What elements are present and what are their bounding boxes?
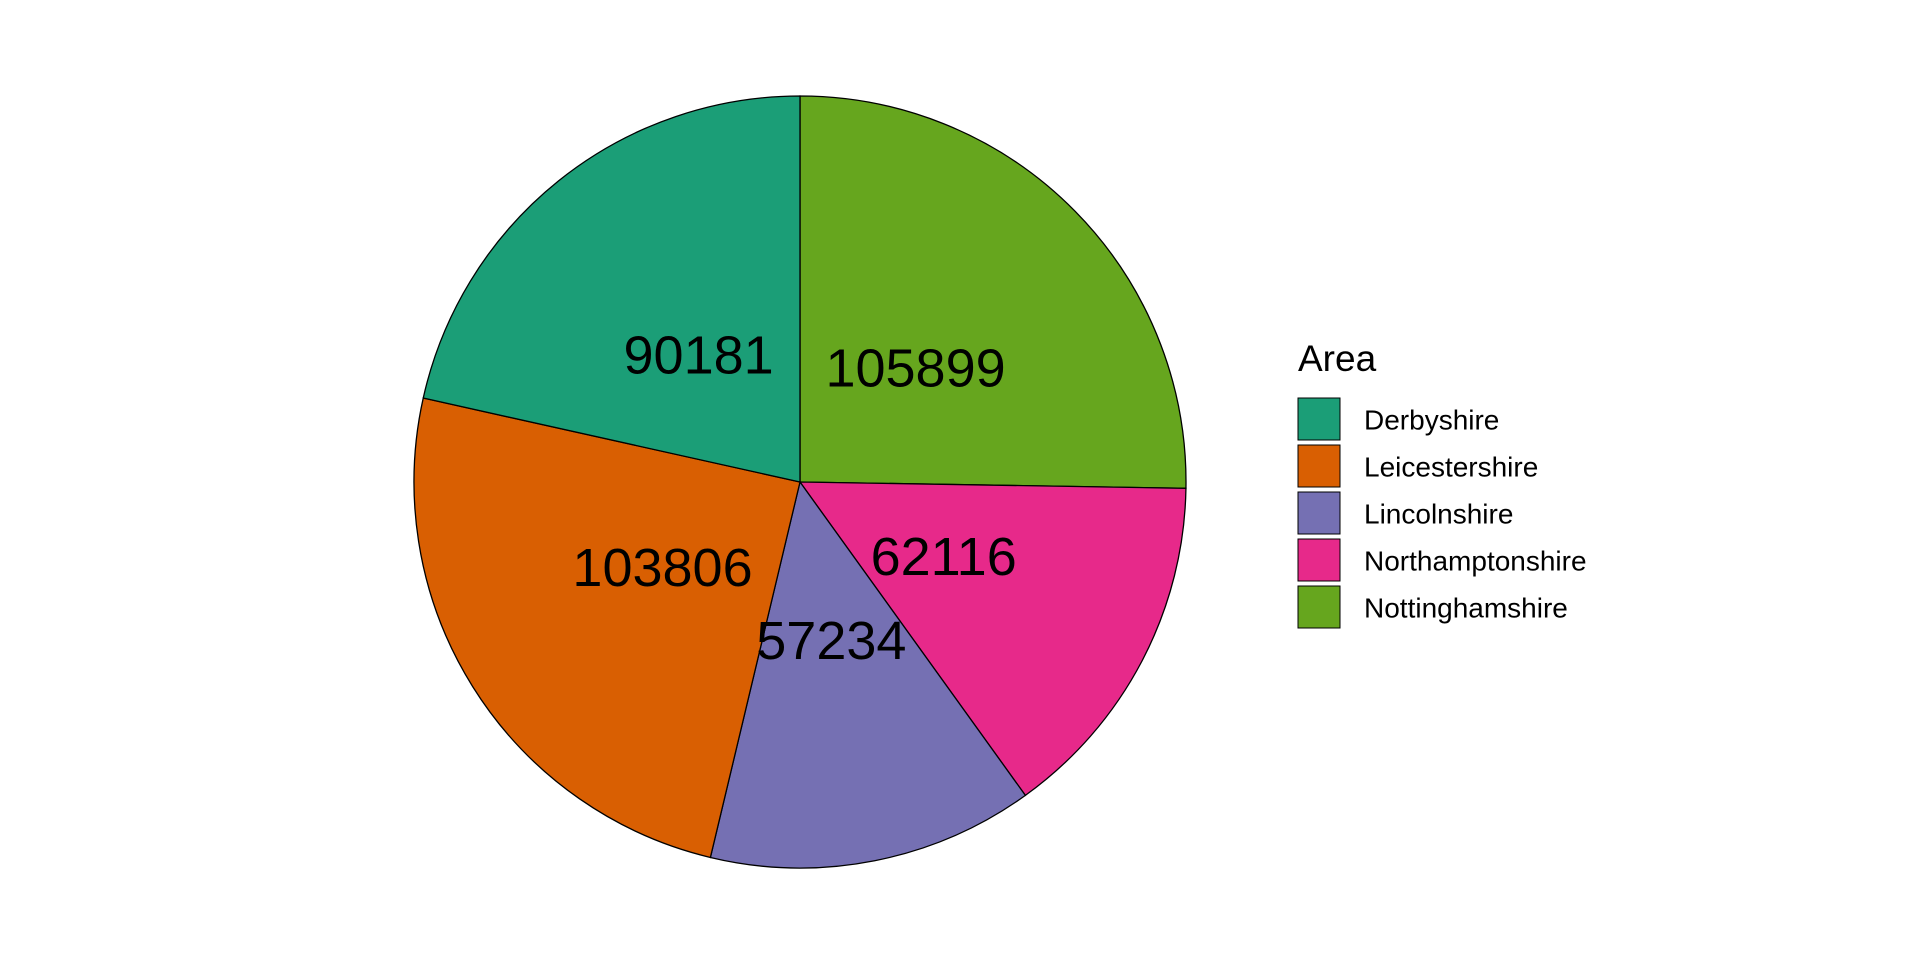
pie-slice-nottinghamshire xyxy=(799,95,1187,489)
legend-label-derbyshire: Derbyshire xyxy=(1364,405,1499,436)
legend-label-nottinghamshire: Nottinghamshire xyxy=(1364,593,1568,624)
legend-key-nottinghamshire xyxy=(1297,585,1341,629)
data-label-derbyshire: 90181 xyxy=(624,326,774,386)
legend-key-derbyshire xyxy=(1297,397,1341,441)
legend-label-northamptonshire: Northamptonshire xyxy=(1364,546,1587,577)
data-label-nottinghamshire: 105899 xyxy=(825,338,1005,398)
legend-key-northamptonshire xyxy=(1297,538,1341,582)
legend-label-leicestershire: Leicestershire xyxy=(1364,452,1538,483)
legend: Area Derbyshire Leicestershire Lincolnshir… xyxy=(1297,338,1587,629)
data-label-leicestershire: 103806 xyxy=(572,538,752,598)
legend-title: Area xyxy=(1298,338,1377,379)
pie-slice-lincolnshire xyxy=(709,480,1027,869)
legend-key-lincolnshire xyxy=(1297,491,1341,535)
pie-slice-northamptonshire xyxy=(798,481,1187,797)
legend-key-leicestershire xyxy=(1297,444,1341,488)
pie-slice-leicestershire xyxy=(413,397,801,859)
data-label-northamptonshire: 62116 xyxy=(871,527,1017,587)
data-label-lincolnshire: 57234 xyxy=(756,611,906,671)
pie-slices xyxy=(413,95,1187,869)
legend-items: Derbyshire Leicestershire Lincolnshire Nort… xyxy=(1297,397,1587,629)
legend-label-lincolnshire: Lincolnshire xyxy=(1364,499,1513,530)
pie-slice-derbyshire xyxy=(422,95,801,483)
